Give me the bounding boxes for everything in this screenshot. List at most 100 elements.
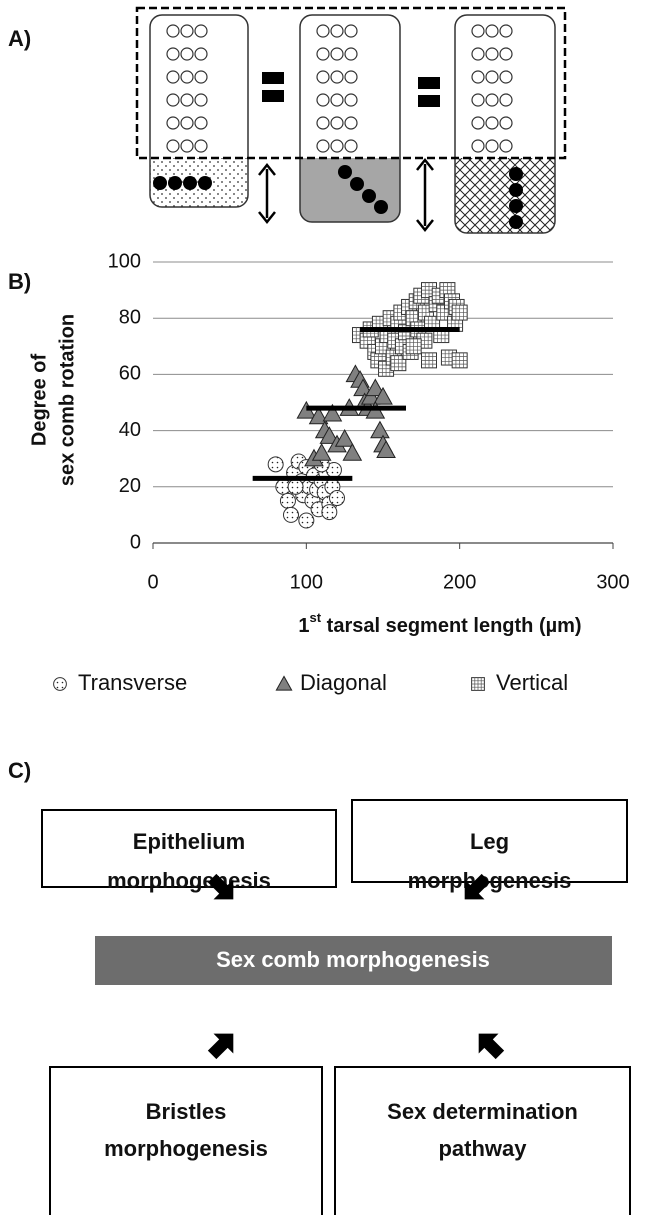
bristle — [195, 117, 207, 129]
bristle — [317, 140, 329, 152]
bristle — [472, 117, 484, 129]
x-label-base: 1 — [298, 615, 309, 637]
bristle — [500, 48, 512, 60]
equal-sign — [262, 72, 284, 84]
leg-segment — [150, 15, 248, 207]
comb-tooth — [168, 176, 182, 190]
panel-c: C) Epithelium morphogenesis Leg morphogenes… — [8, 758, 630, 1215]
bristle — [472, 25, 484, 37]
box-label: morphogenesis — [408, 868, 572, 893]
bristle — [345, 117, 357, 129]
bristle — [167, 140, 179, 152]
bristle — [345, 25, 357, 37]
bristle — [331, 117, 343, 129]
bristle — [486, 48, 498, 60]
panel-a: A) — [8, 8, 565, 233]
bristle — [486, 25, 498, 37]
panel-b: B) 02040608010001002003001st tarsal segm… — [8, 250, 630, 695]
box-label: Sex determination — [387, 1099, 578, 1124]
comb-tooth — [338, 165, 352, 179]
comb-tooth — [509, 215, 523, 229]
equal-sign — [418, 95, 440, 107]
bristle — [167, 71, 179, 83]
y-tick-label: 100 — [108, 250, 141, 272]
x-tick-label: 300 — [596, 571, 629, 593]
bristle — [486, 71, 498, 83]
y-axis-label: Degree of — [28, 354, 50, 447]
arrow — [202, 1024, 243, 1065]
legend-label: Diagonal — [300, 670, 387, 695]
point — [371, 422, 389, 438]
comb-tooth — [509, 199, 523, 213]
x-tick-label: 0 — [147, 571, 158, 593]
legend-label: Transverse — [78, 670, 187, 695]
point-group — [422, 353, 437, 368]
bristle — [472, 48, 484, 60]
x-label-sup: st — [310, 610, 322, 625]
panel-label: C) — [8, 758, 31, 783]
legend-marker — [276, 676, 291, 690]
center-label: Sex comb morphogenesis — [216, 947, 490, 972]
bristle — [181, 71, 193, 83]
point — [322, 505, 337, 520]
y-axis-label: sex comb rotation — [56, 314, 78, 486]
point-group — [406, 339, 421, 354]
comb-tooth — [374, 200, 388, 214]
point — [268, 457, 283, 472]
box-label: Leg — [470, 829, 509, 854]
bristle — [331, 48, 343, 60]
comb-tooth — [362, 189, 376, 203]
bristle — [317, 71, 329, 83]
comb-region — [455, 158, 555, 233]
bristle — [195, 94, 207, 106]
bristle — [195, 71, 207, 83]
comb-tooth — [509, 183, 523, 197]
x-axis-label: 1st tarsal segment length (µm) — [298, 610, 581, 637]
point — [330, 491, 345, 506]
bristle — [345, 48, 357, 60]
comb-tooth — [183, 176, 197, 190]
legend-label: Vertical — [496, 670, 568, 695]
bristle — [500, 117, 512, 129]
equal-sign — [262, 90, 284, 102]
bristle — [167, 94, 179, 106]
leg-segment — [300, 15, 400, 222]
legend-marker — [54, 678, 67, 691]
bristle — [500, 94, 512, 106]
bristle — [317, 94, 329, 106]
bristle — [345, 140, 357, 152]
figure: A) B) 02040608010001002003001st tarsal s… — [0, 0, 650, 1215]
equal-sign — [418, 77, 440, 89]
bristle — [500, 71, 512, 83]
x-label-rest: tarsal segment length (µm) — [321, 615, 581, 637]
bristle — [472, 140, 484, 152]
arrow — [469, 1024, 510, 1065]
box-label: Epithelium — [133, 829, 245, 854]
box-label: morphogenesis — [104, 1136, 268, 1161]
comb-tooth — [509, 167, 523, 181]
point-group — [472, 678, 485, 691]
point — [299, 513, 314, 528]
comb-tooth — [350, 177, 364, 191]
bristle — [167, 25, 179, 37]
bristle — [486, 117, 498, 129]
leg-segment — [455, 15, 555, 233]
y-tick-label: 40 — [119, 419, 141, 441]
x-tick-label: 200 — [443, 571, 476, 593]
bristle — [167, 117, 179, 129]
box-label: pathway — [438, 1136, 527, 1161]
bristle — [317, 48, 329, 60]
y-tick-label: 60 — [119, 363, 141, 385]
bristle — [317, 117, 329, 129]
bristle — [486, 94, 498, 106]
bristle — [472, 94, 484, 106]
panel-label: B) — [8, 269, 31, 294]
bristle — [331, 140, 343, 152]
bristle — [195, 25, 207, 37]
bristle — [167, 48, 179, 60]
bristle — [331, 25, 343, 37]
bristle — [486, 140, 498, 152]
x-tick-label: 100 — [290, 571, 323, 593]
bristle — [500, 140, 512, 152]
series — [297, 365, 395, 466]
